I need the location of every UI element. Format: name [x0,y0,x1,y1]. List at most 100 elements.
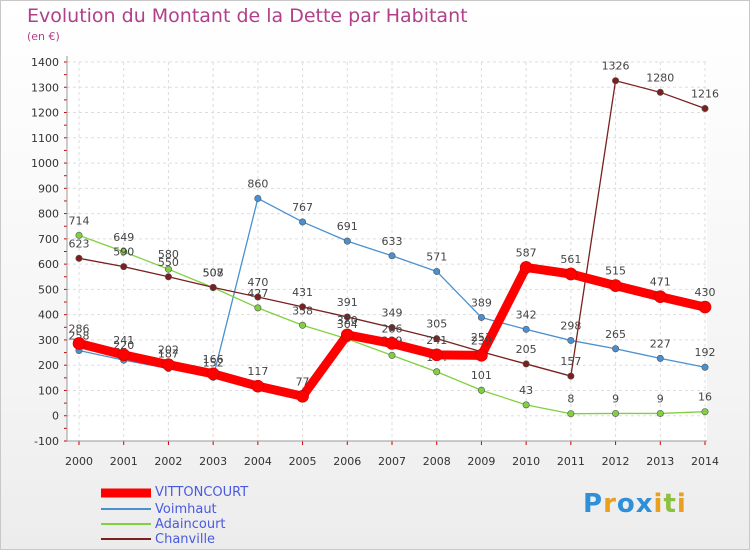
data-point-vittoncourt [564,267,578,281]
data-point-adaincourt [477,386,485,394]
data-label-adaincourt: 9 [612,392,619,405]
y-tick-label: 0 [52,410,59,423]
data-label-vittoncourt: 515 [605,265,626,278]
data-point-voimhaut [656,354,664,362]
data-point-vittoncourt [251,379,265,393]
data-label-voimhaut: 342 [516,308,537,321]
data-point-vittoncourt [519,261,533,274]
legend-label-adaincourt: Adaincourt [155,517,226,532]
y-tick-label: 900 [38,182,59,195]
data-label-chanville: 157 [560,355,581,368]
data-point-vittoncourt [340,328,354,342]
y-tick-label: 200 [38,359,59,372]
data-point-chanville [209,283,217,291]
data-label-voimhaut: 389 [471,296,492,309]
data-label-chanville: 349 [382,307,403,320]
x-tick-label: 2013 [646,455,674,468]
data-point-chanville [388,324,396,332]
data-label-chanville: 470 [247,276,268,289]
x-tick-label: 2014 [691,455,719,468]
chart-title: Evolution du Montant de la Dette par Hab… [27,5,468,27]
data-point-adaincourt [612,409,620,417]
data-point-vittoncourt [653,290,667,304]
data-label-vittoncourt: 471 [650,276,671,289]
data-point-adaincourt [701,408,709,416]
data-label-voimhaut: 860 [247,177,268,190]
data-label-vittoncourt: 320 [337,314,358,327]
data-point-adaincourt [164,265,172,273]
data-label-voimhaut: 571 [426,250,447,263]
data-label-adaincourt: 427 [247,287,268,300]
data-label-voimhaut: 633 [382,235,403,248]
y-tick-label: 800 [38,208,59,221]
y-tick-label: 400 [38,309,59,322]
data-label-adaincourt: 649 [113,231,134,244]
data-point-chanville [254,293,262,301]
data-point-vittoncourt [475,349,488,362]
data-point-voimhaut [477,313,485,321]
data-label-vittoncourt: 77 [296,375,310,388]
data-point-chanville [656,88,664,96]
data-point-chanville [701,104,709,112]
x-tick-label: 2010 [512,455,540,468]
x-tick-label: 2007 [378,455,406,468]
y-tick-label: 1200 [31,107,59,120]
x-tick-label: 2004 [244,455,272,468]
data-label-voimhaut: 691 [337,220,358,233]
data-label-voimhaut: 265 [605,328,626,341]
data-label-adaincourt: 507 [203,267,224,280]
data-point-adaincourt [433,368,441,376]
data-label-adaincourt: 580 [158,248,179,261]
data-point-voimhaut [701,363,709,371]
legend-label-voimhaut: Voimhaut [155,502,217,517]
data-point-vittoncourt [385,337,399,350]
data-label-vittoncourt: 239 [471,334,492,347]
data-label-vittoncourt: 241 [113,334,134,347]
data-label-vittoncourt: 117 [247,365,268,378]
data-point-vittoncourt [698,300,712,314]
data-point-vittoncourt [430,348,444,362]
data-point-adaincourt [522,401,530,409]
data-label-vittoncourt: 286 [69,322,90,335]
x-tick-label: 2001 [110,455,138,468]
plot-area [67,62,707,441]
data-label-vittoncourt: 202 [158,344,179,357]
x-tick-label: 2011 [557,455,585,468]
data-point-voimhaut [343,237,351,245]
data-label-adaincourt: 16 [698,391,712,404]
y-tick-label: 1400 [31,56,59,69]
data-label-voimhaut: 767 [292,201,313,214]
data-point-chanville [343,313,351,321]
data-label-voimhaut: 192 [695,346,716,359]
legend-label-chanville: Chanville [155,532,216,547]
data-point-vittoncourt [609,279,622,292]
data-label-adaincourt: 101 [471,369,492,382]
data-point-chanville [612,77,620,85]
data-point-chanville [299,303,307,311]
data-label-voimhaut: 258 [69,330,90,343]
data-label-adaincourt: 714 [69,214,90,227]
y-tick-label: -100 [34,435,59,448]
data-point-voimhaut [388,252,396,260]
x-tick-label: 2003 [199,455,227,468]
data-point-chanville [433,335,441,343]
data-point-voimhaut [299,218,307,226]
x-tick-label: 2005 [289,455,317,468]
data-point-adaincourt [120,248,128,256]
x-tick-label: 2000 [65,455,93,468]
data-point-adaincourt [656,409,664,417]
data-point-adaincourt [299,321,307,329]
data-label-voimhaut: 298 [560,319,581,332]
data-label-vittoncourt: 587 [516,246,537,259]
data-point-voimhaut [612,345,620,353]
x-tick-label: 2006 [333,455,361,468]
x-tick-label: 2012 [602,455,630,468]
data-label-chanville: 623 [69,237,90,250]
data-label-vittoncourt: 166 [203,353,224,366]
data-label-vittoncourt: 241 [426,334,447,347]
data-point-chanville [567,372,575,380]
data-label-chanville: 1280 [646,71,674,84]
data-point-voimhaut [522,325,530,333]
data-point-voimhaut [433,267,441,275]
